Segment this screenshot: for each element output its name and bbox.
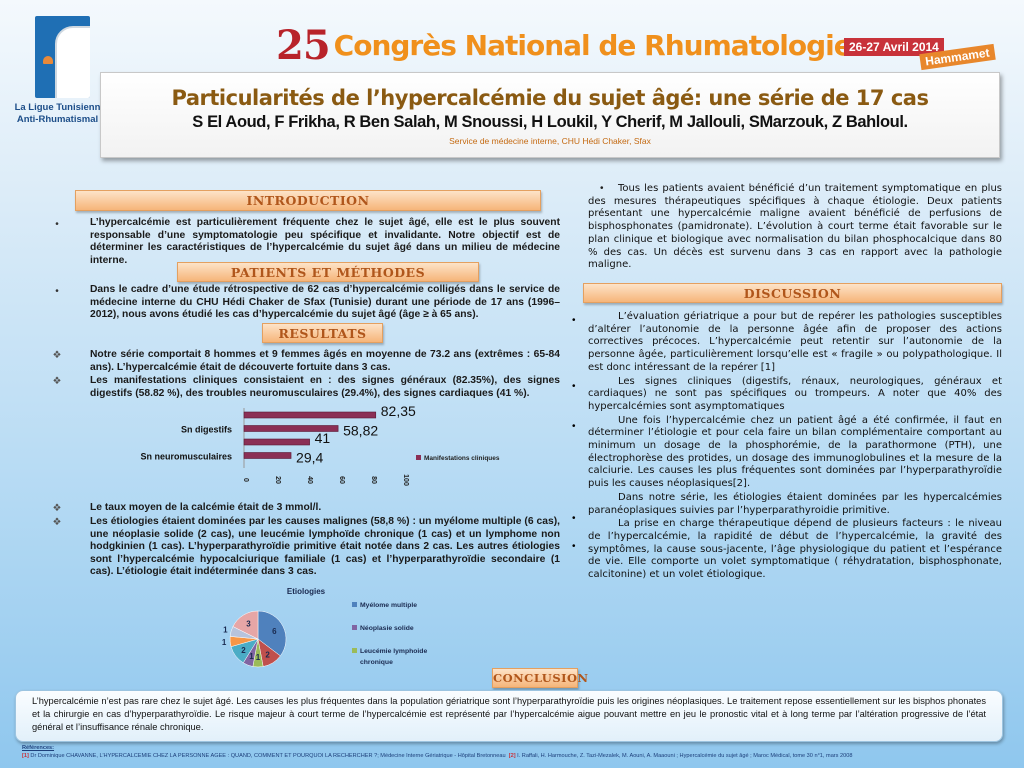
diamond-bullet-icon: ❖ — [52, 517, 62, 528]
bar — [243, 425, 339, 432]
category-label: Sn digestifs — [181, 425, 232, 435]
conclusion-text: L’hypercalcémie n’est pas rare chez le s… — [32, 696, 986, 732]
legend-swatch — [352, 648, 357, 653]
slice-label: 2 — [241, 646, 246, 655]
bullet-icon: • — [55, 286, 59, 297]
diamond-bullet-icon: ❖ — [52, 503, 62, 514]
congress-number: 25 — [276, 22, 331, 69]
data-label: 41 — [315, 430, 331, 446]
reference-number: [1] — [22, 753, 29, 759]
legend-label: Néoplasie solide — [360, 625, 414, 632]
x-tick-label: 60 — [338, 476, 345, 484]
discussion-item: L’évaluation gériatrique a pour but de r… — [588, 311, 1002, 373]
discussion-item: Une fois l’hypercalcémie chez un patient… — [588, 414, 1002, 490]
x-tick-label: 80 — [370, 476, 377, 484]
conclusion-heading: CONCLUSION — [492, 668, 588, 688]
legend-label: chronique — [360, 659, 393, 666]
poster-title: Particularités de l’hypercalcémie du suj… — [171, 86, 929, 110]
legend-swatch — [352, 625, 357, 630]
conclusion-box: L’hypercalcémie n’est pas rare chez le s… — [15, 690, 1003, 742]
data-label: 29,4 — [296, 450, 323, 466]
league-name: La Ligue Tunisienn Anti-Rhumatismal — [10, 102, 105, 126]
results-item: Le taux moyen de la calcémie était de 3 … — [90, 502, 322, 513]
slice-label: 2 — [265, 650, 270, 659]
bullet-icon: • — [572, 541, 576, 552]
slice-label: 6 — [272, 627, 277, 636]
data-label: 58,82 — [343, 423, 378, 439]
slice-label: 1 — [256, 653, 261, 662]
pie-slice — [232, 610, 259, 640]
treatment-text: Tous les patients avaient bénéficié d’un… — [588, 183, 1002, 271]
discussion-item: La prise en charge thérapeutique dépend … — [588, 518, 1002, 581]
legend-label: Myélome multiple — [360, 602, 417, 609]
bullet-icon: • — [572, 421, 576, 432]
league-name-line2: Anti-Rhumatismal — [16, 114, 99, 125]
references-label: Références: — [22, 745, 55, 751]
data-label: 82,35 — [381, 403, 416, 419]
legend-swatch — [416, 455, 421, 460]
bullet-icon: • — [55, 219, 59, 230]
slice-label: 1 — [249, 652, 254, 661]
bar — [243, 452, 292, 459]
congress-date: 26-27 Avril 2014 — [844, 38, 944, 56]
results-heading: RESULTATS — [262, 323, 383, 343]
x-tick-label: 0 — [242, 478, 249, 482]
results-item: Notre série comportait 8 hommes et 9 fem… — [90, 349, 560, 373]
reference-text: I. Raffali, H. Harmouche, Z. Tazi-Mezale… — [517, 753, 853, 759]
x-tick-label: 40 — [306, 476, 313, 484]
discussion-list: L’évaluation gériatrique a pour but de r… — [588, 311, 1002, 582]
references: Références: [1] Dr Dominique CHAVANNE, L… — [22, 744, 852, 760]
discussion-heading: DISCUSSION — [583, 283, 1002, 303]
congress-banner: 25 Congrès National de Rhumatologie — [276, 22, 853, 69]
results-item: Les manifestations cliniques consistaien… — [90, 375, 560, 399]
diamond-bullet-icon: ❖ — [52, 350, 62, 361]
slice-label: 1 — [222, 638, 227, 647]
slice-label: 3 — [246, 620, 251, 629]
league-name-line1: La Ligue Tunisienn — [14, 102, 101, 113]
legend-label: Manifestations cliniques — [424, 455, 500, 462]
introduction-heading: INTRODUCTION — [75, 190, 541, 211]
results-item: Les étiologies étaient dominées par les … — [90, 516, 560, 578]
authors: S El Aoud, F Frikha, R Ben Salah, M Snou… — [192, 113, 908, 131]
diamond-bullet-icon: ❖ — [52, 376, 62, 387]
methods-text: Dans le cadre d’une étude rétrospective … — [90, 284, 560, 321]
affiliation: Service de médecine interne, CHU Hédi Ch… — [449, 136, 651, 146]
x-tick-label: 100 — [402, 474, 409, 486]
x-tick-label: 20 — [274, 476, 281, 484]
discussion-item: Les signes cliniques (digestifs, rénaux,… — [588, 375, 1002, 412]
bullet-icon: • — [600, 183, 604, 194]
bar — [243, 438, 310, 446]
discussion-item: Dans notre série, les étiologies étaient… — [588, 491, 1002, 516]
bullet-icon: • — [572, 315, 576, 326]
legend-swatch — [352, 602, 357, 607]
legend-label: Leucémie lymphoide — [360, 648, 427, 655]
reference-number: [2] — [508, 753, 516, 759]
chart-title: Etiologies — [287, 587, 326, 596]
pie-slice — [257, 610, 287, 657]
methods-heading: PATIENTS ET MÉTHODES — [177, 262, 479, 282]
reference-text: Dr Dominique CHAVANNE, L’HYPERCALCEMIE C… — [30, 753, 506, 759]
introduction-text: L’hypercalcémie est particulièrement fré… — [90, 217, 560, 266]
category-label: Sn neuromusculaires — [140, 452, 232, 462]
bar — [243, 411, 377, 419]
slice-label: 1 — [223, 626, 228, 635]
congress-name: Congrès National de Rhumatologie — [333, 29, 853, 62]
bullet-icon: • — [572, 513, 576, 524]
references-line: [1] Dr Dominique CHAVANNE, L’HYPERCALCEM… — [22, 752, 852, 760]
league-logo — [35, 16, 90, 98]
bullet-icon: • — [572, 381, 576, 392]
title-box: Particularités de l’hypercalcémie du suj… — [100, 72, 1000, 158]
